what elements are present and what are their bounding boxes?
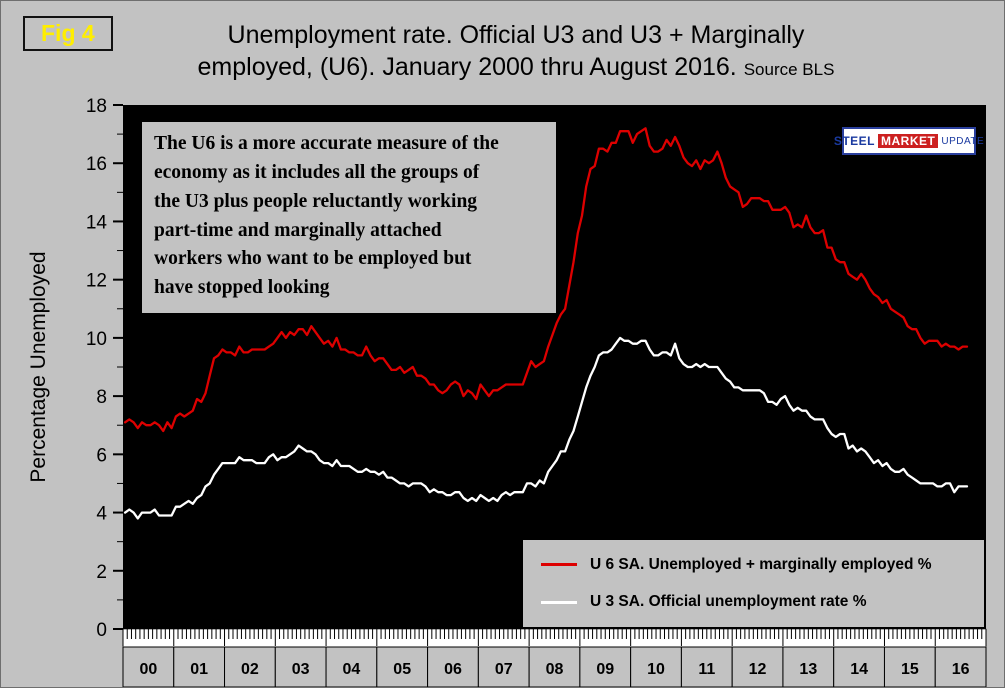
x-year-label: 12 (749, 661, 767, 678)
x-year-cell (579, 646, 632, 687)
y-tick-label: 10 (86, 329, 107, 350)
source-note: Source BLS (743, 60, 835, 79)
u6-series-line (123, 127, 969, 433)
x-year-cell (376, 646, 429, 687)
x-year-label: 04 (343, 661, 361, 678)
x-year-label: 14 (850, 661, 868, 678)
x-year-label: 10 (647, 661, 665, 678)
x-year-label: 11 (698, 661, 715, 678)
x-year-cell (782, 646, 835, 687)
x-year-label: 16 (952, 661, 970, 678)
chart-title-line1: Unemployment rate. Official U3 and U3 + … (227, 21, 805, 49)
x-year-cell (680, 646, 733, 687)
chart-title-line2: employed, (U6). January 2000 thru August… (197, 53, 835, 81)
u6-legend-label: U 6 SA. Unemployed + marginally employed… (590, 555, 932, 573)
y-tick-label: 4 (96, 504, 107, 525)
legend-item-u6: U 6 SA. Unemployed + marginally employed… (541, 556, 984, 574)
x-year-label: 09 (596, 661, 614, 678)
u3-series-line (123, 336, 969, 520)
x-year-label: 08 (546, 661, 564, 678)
logo-market-text: MARKET (878, 134, 939, 148)
y-tick-label: 14 (86, 212, 108, 233)
x-year-cell (325, 646, 378, 687)
steel-market-update-logo: STEEL MARKET UPDATE (834, 127, 984, 155)
y-tick-label: 6 (96, 445, 107, 466)
x-year-label: 02 (241, 661, 259, 678)
legend-item-u3: U 3 SA. Official unemployment rate % (541, 593, 984, 611)
x-year-label: 07 (495, 661, 513, 678)
u3-line-swatch (541, 600, 577, 604)
annotation-box: The U6 is a more accurate measure of the… (140, 120, 558, 316)
u3-legend-label: U 3 SA. Official unemployment rate % (590, 593, 867, 611)
y-tick-label: 8 (96, 387, 107, 408)
figure-number-badge: Fig 4 (23, 16, 113, 51)
x-year-cell (224, 646, 276, 687)
x-year-label: 05 (393, 661, 411, 678)
y-tick-label: 0 (96, 620, 107, 641)
chart-title: Unemployment rate. Official U3 and U3 + … (111, 19, 921, 83)
x-year-label: 13 (799, 661, 817, 678)
y-tick-label: 16 (86, 154, 107, 175)
x-year-label: 00 (139, 661, 157, 678)
y-tick-label: 12 (86, 271, 107, 292)
figure-number-label: Fig 4 (41, 20, 95, 46)
x-year-cell (630, 646, 682, 687)
x-year-cell (477, 646, 530, 687)
logo-steel-text: STEEL (833, 134, 876, 148)
y-tick-label: 18 (86, 96, 107, 117)
y-axis-title: Percentage Unemployed (27, 251, 50, 483)
x-year-label: 01 (190, 661, 208, 678)
x-year-label: 06 (444, 661, 462, 678)
x-year-label: 03 (292, 661, 310, 678)
logo-update-text: UPDATE (941, 135, 985, 147)
x-year-cell (173, 646, 226, 687)
x-year-cell (883, 646, 936, 687)
legend: U 6 SA. Unemployed + marginally employed… (521, 538, 986, 629)
x-year-cell (122, 646, 175, 687)
x-year-label: 15 (901, 661, 919, 678)
x-year-cell (934, 646, 987, 687)
y-tick-label: 2 (96, 562, 107, 583)
x-year-cell (274, 646, 327, 687)
u6-line-swatch (541, 563, 577, 567)
